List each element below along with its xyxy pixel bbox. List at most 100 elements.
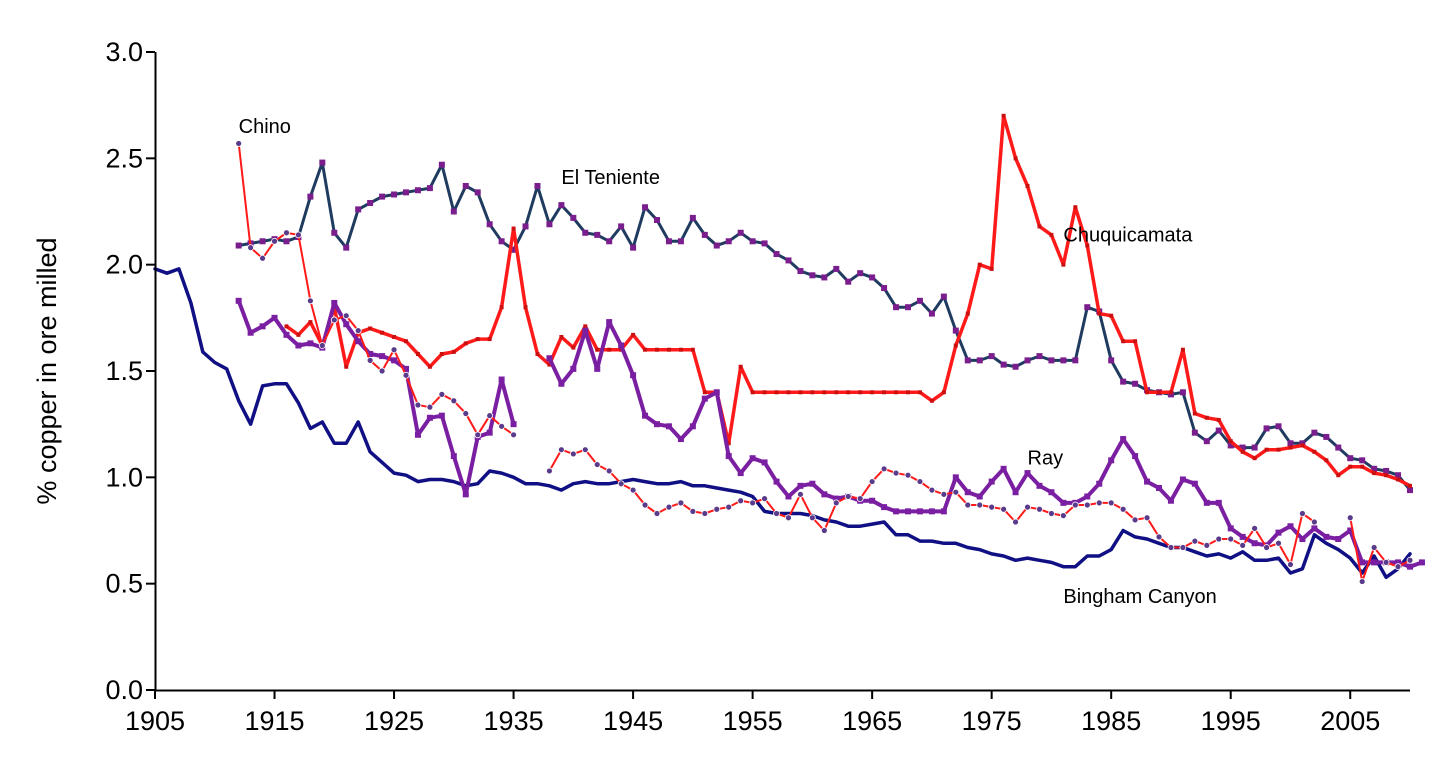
chuquicamata-point xyxy=(1109,313,1114,318)
axes-layer xyxy=(146,51,1410,699)
ray-point xyxy=(905,508,911,515)
series-chuquicamata xyxy=(284,113,1412,488)
ray-point xyxy=(1048,489,1055,496)
ray-point xyxy=(964,489,971,496)
chuquicamata-point xyxy=(643,347,648,352)
x-tick-label: 1915 xyxy=(244,706,304,736)
chino-point xyxy=(402,371,410,379)
x-tick-label: 1985 xyxy=(1081,706,1141,736)
el-teniente-point xyxy=(618,223,625,230)
el-teniente-line xyxy=(237,161,1412,492)
chuquicamata-point xyxy=(463,341,468,346)
chino-point xyxy=(964,501,972,509)
chuquicamata-point xyxy=(595,347,600,352)
ray-point xyxy=(797,482,804,489)
chino-point xyxy=(797,490,804,498)
chino-point xyxy=(713,505,721,513)
ray-point xyxy=(1179,476,1186,483)
chino-line xyxy=(548,448,1316,566)
ray-point xyxy=(1239,533,1246,540)
el-teniente-point xyxy=(845,278,852,285)
chino-point xyxy=(1048,510,1055,517)
chuquicamata-point xyxy=(1372,471,1377,476)
ray-point xyxy=(450,453,457,460)
ray-point xyxy=(379,353,386,360)
chuquicamata-point xyxy=(726,441,731,446)
ray-point xyxy=(725,453,732,460)
el-teniente-point xyxy=(797,268,804,275)
el-teniente-point xyxy=(809,272,816,279)
chino-point xyxy=(1107,499,1115,507)
el-teniente-point xyxy=(259,238,266,245)
chuquicamata-point xyxy=(1025,183,1030,188)
chuquicamata-point xyxy=(631,332,636,337)
chino-point xyxy=(1227,535,1235,543)
el-teniente-point xyxy=(785,257,792,264)
chuquicamata-point xyxy=(822,390,827,395)
ray-point xyxy=(403,365,409,372)
ray-point xyxy=(307,340,314,347)
chuquicamata-point xyxy=(415,351,420,356)
chuquicamata-point xyxy=(858,390,863,395)
chuquicamata-point xyxy=(678,347,683,352)
chino-point xyxy=(1203,541,1211,549)
chino-point xyxy=(1382,559,1390,566)
ray-point xyxy=(391,357,398,364)
ray-point xyxy=(367,350,374,357)
chino-point xyxy=(940,490,948,498)
ray-point xyxy=(1191,480,1198,487)
el-teniente-point xyxy=(1203,438,1210,445)
series-label: Bingham Canyon xyxy=(1063,586,1216,608)
el-teniente-point xyxy=(450,208,457,215)
ray-point xyxy=(928,508,935,515)
ray-point xyxy=(737,470,744,477)
ray-point xyxy=(713,389,720,396)
ray-point xyxy=(558,380,565,387)
chuquicamata-point xyxy=(1121,339,1126,344)
chino-point xyxy=(629,486,637,494)
chino-point xyxy=(510,431,517,439)
el-teniente-point xyxy=(570,214,577,221)
chuquicamata-point xyxy=(1324,458,1329,463)
chuquicamata-point xyxy=(451,349,456,354)
chino-point xyxy=(426,403,434,411)
el-teniente-point xyxy=(1275,423,1282,430)
chuquicamata-point xyxy=(1133,339,1138,344)
ray-point xyxy=(1000,465,1007,472)
el-teniente-point xyxy=(331,229,338,236)
chuquicamata-point xyxy=(1312,449,1317,454)
el-teniente-point xyxy=(642,204,649,211)
ray-point xyxy=(1418,559,1425,566)
chuquicamata-point xyxy=(1168,390,1173,395)
el-teniente-point xyxy=(665,238,672,245)
series-chino xyxy=(235,140,1414,585)
el-teniente-point xyxy=(1024,357,1031,364)
chuquicamata-point xyxy=(523,305,528,310)
chino-line xyxy=(237,142,515,436)
chuquicamata-point xyxy=(1240,449,1245,454)
chuquicamata-point xyxy=(535,351,540,356)
chino-point xyxy=(1095,499,1103,507)
chuquicamata-point xyxy=(965,311,970,316)
chino-point xyxy=(701,510,709,517)
el-teniente-point xyxy=(594,231,601,238)
ray-point xyxy=(630,372,637,379)
chino-point xyxy=(1024,503,1031,511)
el-teniente-point xyxy=(976,357,983,364)
el-teniente-point xyxy=(1251,444,1258,451)
chino-point xyxy=(1083,501,1091,509)
chino-point xyxy=(1119,505,1127,513)
chino-point xyxy=(952,488,960,496)
chino-point xyxy=(283,229,290,237)
el-teniente-point xyxy=(725,238,732,245)
chino-point xyxy=(677,499,685,507)
el-teniente-point xyxy=(1215,427,1222,434)
el-teniente-point xyxy=(283,238,290,245)
chuquicamata-point xyxy=(953,343,958,348)
el-teniente-point xyxy=(426,185,433,192)
ray-point xyxy=(486,429,493,436)
chuquicamata-point xyxy=(1145,390,1150,395)
el-teniente-point xyxy=(916,297,923,304)
el-teniente-point xyxy=(1299,440,1306,447)
ray-point xyxy=(235,297,242,304)
